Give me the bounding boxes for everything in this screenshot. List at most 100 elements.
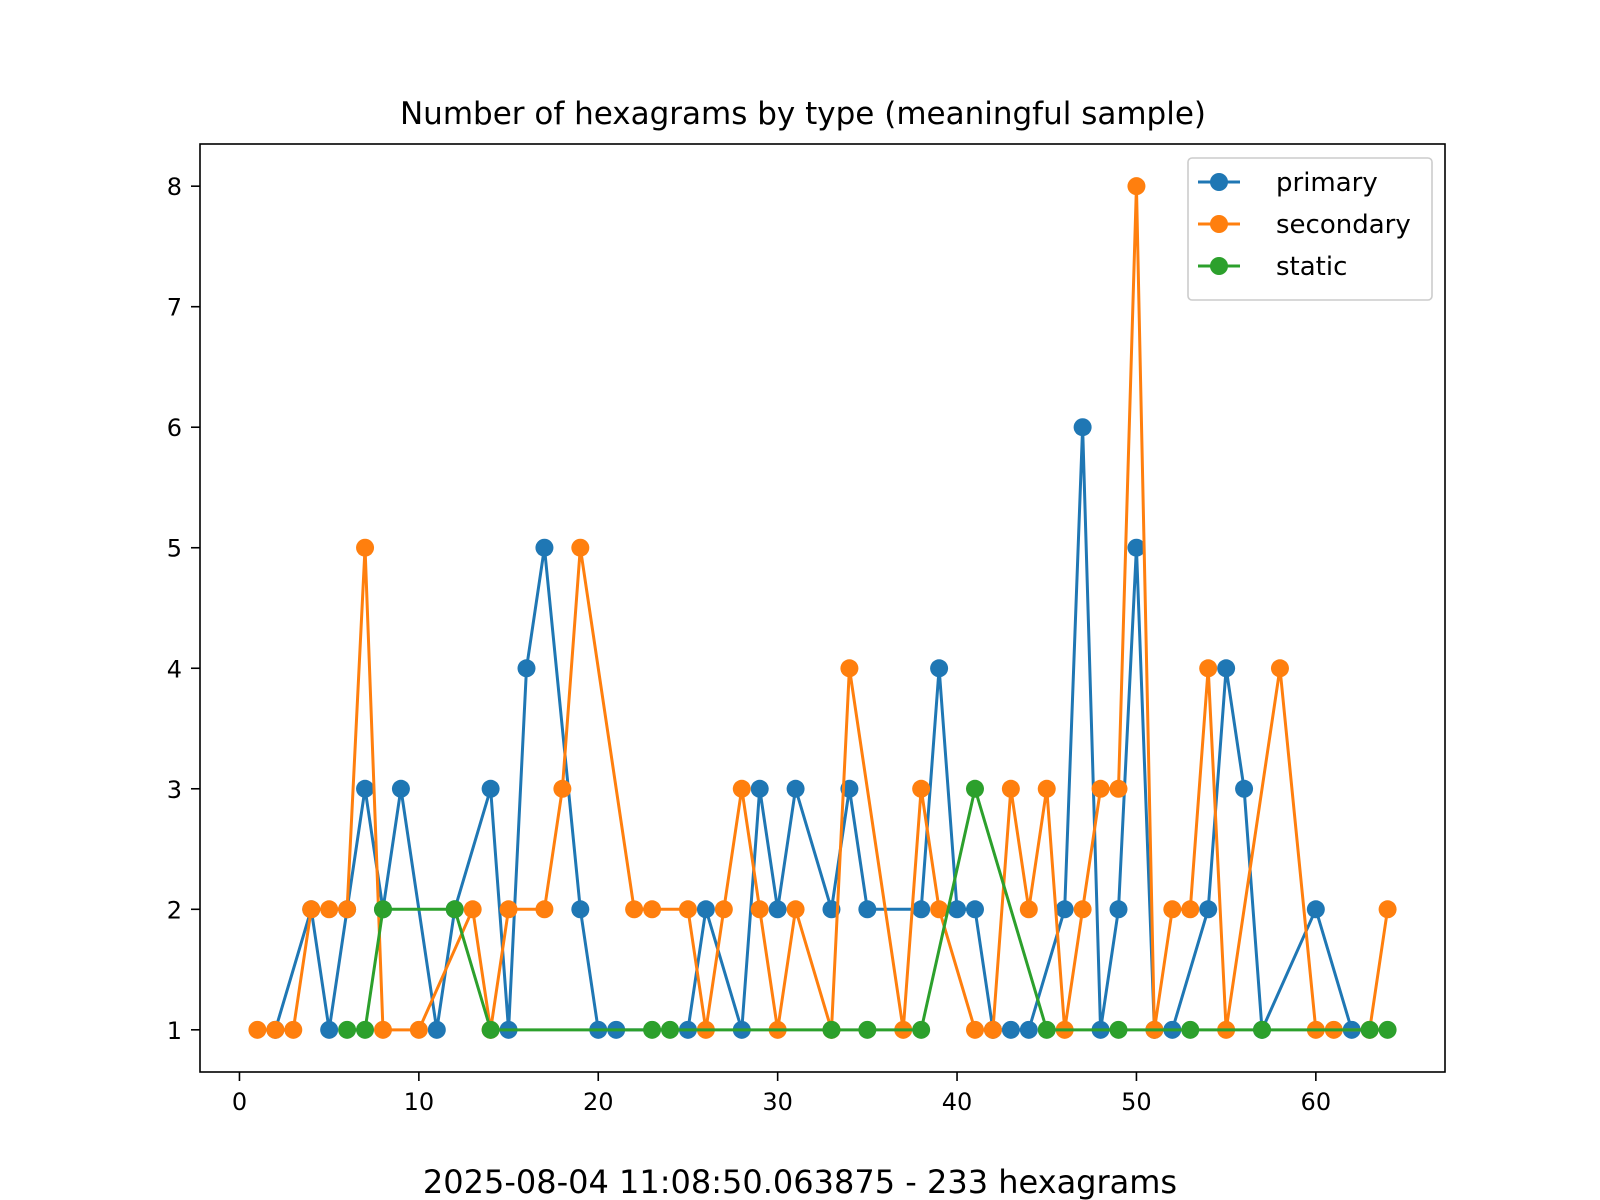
- data-point-static: [1109, 1020, 1128, 1039]
- data-point-secondary: [284, 1020, 303, 1039]
- data-point-secondary: [553, 779, 572, 798]
- data-point-primary: [1001, 1020, 1020, 1039]
- x-tick-label: 0: [232, 1088, 247, 1116]
- data-point-primary: [965, 900, 984, 919]
- data-point-secondary: [912, 779, 931, 798]
- data-point-secondary: [1073, 900, 1092, 919]
- data-point-secondary: [320, 900, 339, 919]
- y-axis: 1 2 3 4 5 6 7 8: [167, 173, 200, 1045]
- data-point-secondary: [338, 900, 357, 919]
- data-point-secondary: [840, 659, 859, 678]
- data-point-static: [373, 900, 392, 919]
- y-tick-label: 5: [167, 535, 182, 563]
- data-point-secondary: [965, 1020, 984, 1039]
- data-point-secondary: [1001, 779, 1020, 798]
- data-point-static: [1181, 1020, 1200, 1039]
- data-point-primary: [1055, 900, 1074, 919]
- data-point-static: [661, 1020, 680, 1039]
- data-point-secondary: [1163, 900, 1182, 919]
- data-point-secondary: [983, 1020, 1002, 1039]
- y-tick-label: 7: [167, 294, 182, 322]
- data-point-secondary: [499, 900, 518, 919]
- data-point-secondary: [356, 538, 375, 557]
- y-tick-label: 8: [167, 173, 182, 201]
- data-point-primary: [1109, 900, 1128, 919]
- x-tick-label: 10: [404, 1088, 435, 1116]
- legend-label-secondary: secondary: [1276, 210, 1411, 240]
- data-point-static: [1253, 1020, 1272, 1039]
- data-point-secondary: [409, 1020, 428, 1039]
- data-point-static: [1360, 1020, 1379, 1039]
- data-point-secondary: [1091, 779, 1110, 798]
- y-tick-label: 3: [167, 776, 182, 804]
- data-point-static: [1378, 1020, 1397, 1039]
- data-point-primary: [356, 779, 375, 798]
- data-point-primary: [1073, 418, 1092, 437]
- data-point-secondary: [248, 1020, 267, 1039]
- data-point-secondary: [1109, 779, 1128, 798]
- x-tick-label: 40: [942, 1088, 973, 1116]
- plot-frame: [199, 143, 1446, 1073]
- legend-marker-static: [1210, 257, 1228, 275]
- data-point-secondary: [571, 538, 590, 557]
- data-point-secondary: [266, 1020, 285, 1039]
- data-point-secondary: [373, 1020, 392, 1039]
- data-point-secondary: [1181, 900, 1200, 919]
- data-point-static: [912, 1020, 931, 1039]
- data-point-primary: [1127, 538, 1146, 557]
- data-point-static: [858, 1020, 877, 1039]
- series-static: [338, 779, 1397, 1039]
- chart-title: Number of hexagrams by type (meaningful …: [400, 96, 1206, 132]
- data-point-secondary: [535, 900, 554, 919]
- data-point-primary: [768, 900, 787, 919]
- data-point-secondary: [1199, 659, 1218, 678]
- y-tick-label: 6: [167, 414, 182, 442]
- data-point-primary: [1235, 779, 1254, 798]
- legend-marker-primary: [1210, 173, 1228, 191]
- data-point-primary: [1199, 900, 1218, 919]
- data-point-primary: [696, 900, 715, 919]
- data-point-primary: [912, 900, 931, 919]
- data-point-primary: [535, 538, 554, 557]
- data-point-secondary: [1019, 900, 1038, 919]
- data-point-static: [481, 1020, 500, 1039]
- x-tick-label: 20: [583, 1088, 614, 1116]
- legend-box: [1187, 157, 1433, 301]
- data-point-secondary: [1270, 659, 1289, 678]
- x-axis: 0 10 20 30 40 50 60: [232, 1072, 1331, 1116]
- data-point-primary: [1217, 659, 1236, 678]
- data-point-primary: [786, 779, 805, 798]
- data-point-secondary: [786, 900, 805, 919]
- data-point-secondary: [1037, 779, 1056, 798]
- data-point-secondary: [643, 900, 662, 919]
- data-point-static: [1037, 1020, 1056, 1039]
- data-point-static: [643, 1020, 662, 1039]
- plot-series: [248, 177, 1397, 1039]
- data-point-secondary: [302, 900, 321, 919]
- data-point-primary: [930, 659, 949, 678]
- data-point-secondary: [1378, 900, 1397, 919]
- data-point-static: [356, 1020, 375, 1039]
- x-tick-label: 50: [1121, 1088, 1152, 1116]
- data-point-primary: [481, 779, 500, 798]
- data-point-primary: [427, 1020, 446, 1039]
- data-point-secondary: [463, 900, 482, 919]
- y-tick-label: 1: [167, 1017, 182, 1045]
- data-point-primary: [320, 1020, 339, 1039]
- legend: primary secondary static: [1187, 157, 1433, 301]
- x-tick-label: 30: [762, 1088, 793, 1116]
- data-point-primary: [1019, 1020, 1038, 1039]
- data-point-secondary: [732, 779, 751, 798]
- legend-label-primary: primary: [1276, 168, 1378, 198]
- data-point-static: [965, 779, 984, 798]
- y-tick-label: 4: [167, 655, 182, 683]
- data-point-primary: [948, 900, 967, 919]
- data-point-static: [338, 1020, 357, 1039]
- footer-caption: 2025-08-04 11:08:50.063875 - 233 hexagra…: [423, 1163, 1177, 1200]
- y-tick-label: 2: [167, 896, 182, 924]
- legend-marker-secondary: [1210, 215, 1228, 233]
- legend-label-static: static: [1276, 252, 1347, 282]
- series-secondary: [248, 177, 1397, 1039]
- data-point-secondary: [1127, 177, 1146, 196]
- data-point-primary: [391, 779, 410, 798]
